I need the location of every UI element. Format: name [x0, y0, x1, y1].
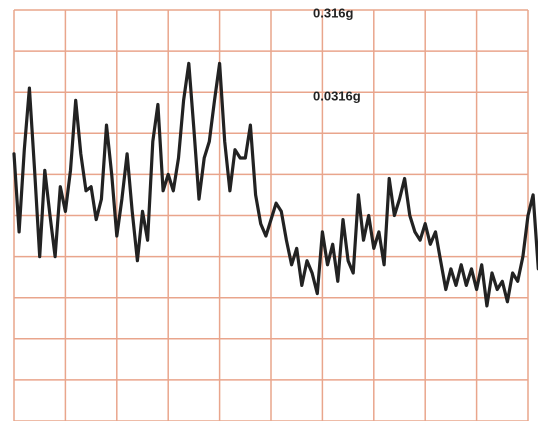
annotation: 0.0316g: [313, 88, 361, 103]
annotation: 0.316g: [313, 5, 354, 20]
trace: [12, 61, 538, 308]
